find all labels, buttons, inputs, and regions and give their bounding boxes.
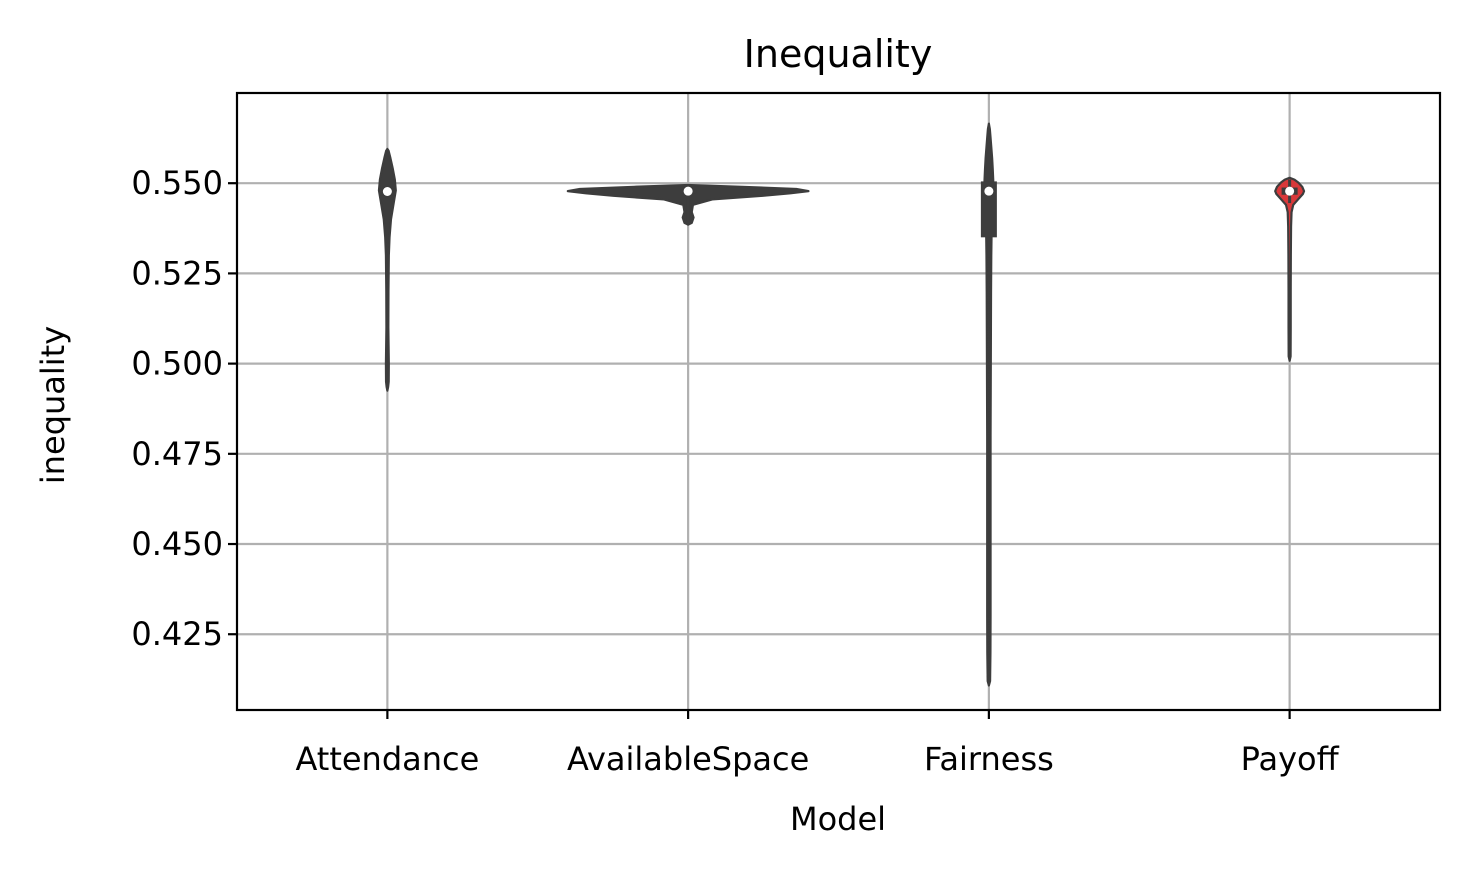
x-axis-title: Model <box>790 800 886 838</box>
x-tick-label-payoff: Payoff <box>1241 740 1340 778</box>
y-tick-label-0.475: 0.475 <box>131 435 223 473</box>
y-tick-label-0.525: 0.525 <box>131 254 223 292</box>
x-axis-ticks: Attendance AvailableSpace Fairness Payoff <box>295 710 1340 778</box>
y-tick-label-0.450: 0.450 <box>131 525 223 563</box>
violin-fairness <box>980 122 997 687</box>
x-tick-label-attendance: Attendance <box>295 740 479 778</box>
violin-attendance <box>377 147 397 392</box>
violin-median-dot-availablespace <box>683 186 693 196</box>
violin-body-payoff <box>1274 176 1306 362</box>
grid-layer <box>237 93 1440 710</box>
violin-median-dot-fairness <box>984 186 994 196</box>
y-axis-ticks: 0.425 0.450 0.475 0.500 0.525 0.550 <box>131 164 237 653</box>
y-tick-label-0.500: 0.500 <box>131 345 223 383</box>
violin-median-dot-payoff <box>1285 186 1295 196</box>
plot-frame <box>235 91 1442 712</box>
y-axis-title: inequality <box>34 326 72 484</box>
violin-payoff <box>1274 176 1306 362</box>
violin-availablespace <box>566 183 810 226</box>
chart-title: Inequality <box>744 32 933 76</box>
violin-layer <box>377 122 1306 687</box>
x-tick-label-fairness: Fairness <box>924 740 1054 778</box>
y-tick-label-0.425: 0.425 <box>131 615 223 653</box>
violin-body-attendance <box>377 147 397 392</box>
violin-median-dot-attendance <box>382 187 392 197</box>
y-tick-label-0.550: 0.550 <box>131 164 223 202</box>
x-tick-label-availablespace: AvailableSpace <box>567 740 809 778</box>
violin-body-fairness <box>983 122 995 687</box>
violin-iqr-box-fairness <box>980 181 997 238</box>
